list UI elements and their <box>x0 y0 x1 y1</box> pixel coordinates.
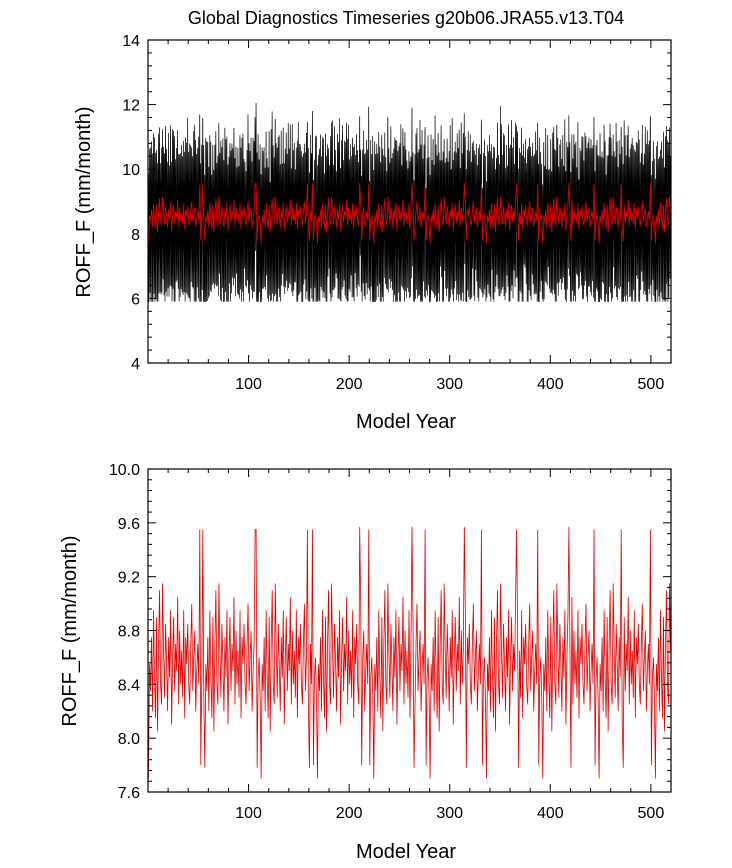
top-chart-title: Global Diagnostics Timeseries g20b06.JRA… <box>188 8 624 28</box>
top-y-tick-label: 4 <box>131 356 140 373</box>
top-x-tick-label: 100 <box>235 376 262 393</box>
bottom-annual-mean-line <box>148 526 671 779</box>
top-x-axis-label: Model Year <box>356 411 456 433</box>
bottom-y-axis-label: ROFF_F (mm/month) <box>59 535 81 726</box>
bottom-y-tick-label: 9.2 <box>118 570 140 587</box>
top-axis-ticks: 100 200 300 400 500 4 6 8 10 12 14 <box>122 33 671 393</box>
top-x-tick-label: 300 <box>436 376 463 393</box>
bottom-y-tick-label: 9.6 <box>118 516 140 533</box>
bottom-x-axis-label: Model Year <box>356 841 456 863</box>
top-y-tick-label: 10 <box>122 162 140 179</box>
bottom-y-tick-label: 10.0 <box>109 462 140 479</box>
bottom-axis-ticks: 100 200 300 400 500 7.6 8.0 8.4 8.8 9.2 9.6 10.0 <box>109 462 671 822</box>
top-chart: 100 200 300 400 500 4 6 8 10 12 14 Model Year ROFF… <box>73 33 672 433</box>
top-x-tick-label: 400 <box>537 376 564 393</box>
top-y-tick-label: 8 <box>131 227 140 244</box>
bottom-y-tick-label: 8.8 <box>118 624 140 641</box>
bottom-y-tick-label: 8.0 <box>118 731 140 748</box>
bottom-x-tick-label: 300 <box>436 805 463 822</box>
top-monthly-series-line <box>147 102 672 303</box>
top-y-tick-label: 14 <box>122 33 140 50</box>
bottom-y-tick-label: 7.6 <box>118 785 140 802</box>
bottom-chart: 100 200 300 400 500 7.6 8.0 8.4 8.8 9.2 9.6 10.0 Mo… <box>59 462 672 863</box>
top-x-tick-label: 500 <box>638 376 665 393</box>
top-y-tick-label: 12 <box>122 98 140 115</box>
bottom-x-tick-label: 200 <box>336 805 363 822</box>
top-x-tick-label: 200 <box>336 376 363 393</box>
bottom-x-tick-label: 400 <box>537 805 564 822</box>
bottom-y-tick-label: 8.4 <box>118 677 140 694</box>
bottom-plot-area <box>148 526 671 779</box>
bottom-x-tick-label: 100 <box>235 805 262 822</box>
bottom-x-tick-label: 500 <box>638 805 665 822</box>
top-y-tick-label: 6 <box>131 291 140 308</box>
top-annual-mean-line <box>148 183 671 244</box>
top-y-axis-label: ROFF_F (mm/month) <box>73 106 95 297</box>
top-plot-area <box>147 102 672 303</box>
